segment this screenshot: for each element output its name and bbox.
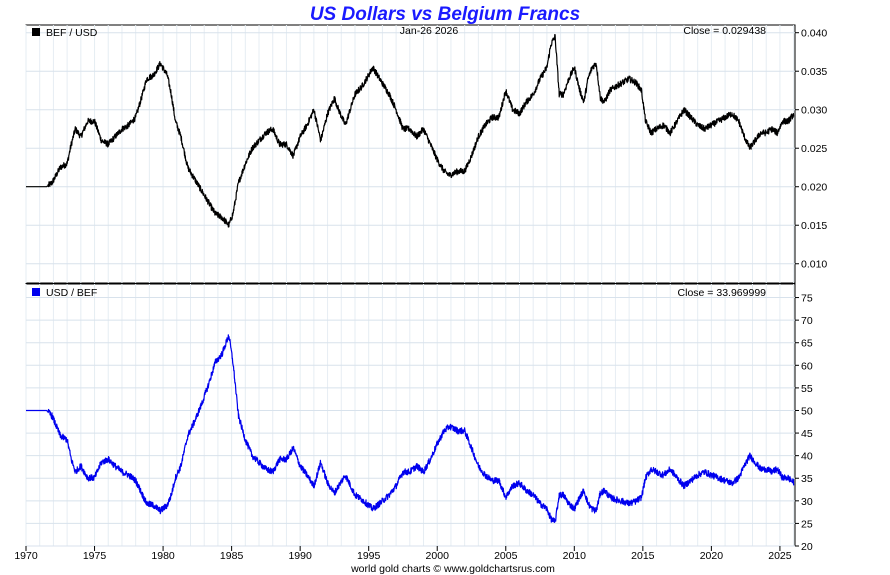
y-tick-label: 75 bbox=[801, 293, 813, 305]
y-tick-label: 40 bbox=[801, 451, 813, 463]
date-label: Jan-26 2026 bbox=[400, 25, 459, 37]
series-line-befusd bbox=[25, 34, 795, 228]
x-tick-label: 1995 bbox=[357, 550, 381, 562]
legend-swatch-usd-bef bbox=[32, 288, 40, 296]
x-tick-label: 1975 bbox=[83, 550, 107, 562]
panel-top-frame bbox=[25, 24, 796, 284]
panel-bottom-series bbox=[25, 334, 795, 523]
x-tick-label: 1990 bbox=[288, 550, 312, 562]
series-line-usdbef bbox=[25, 334, 795, 523]
x-tick-label: 1970 bbox=[14, 550, 38, 562]
x-tick-label: 1980 bbox=[151, 550, 175, 562]
y-tick-label: 70 bbox=[801, 315, 813, 327]
y-tick-label: 0.015 bbox=[801, 220, 827, 232]
panel-bottom-grid bbox=[25, 284, 795, 547]
x-tick-label: 2025 bbox=[768, 550, 792, 562]
panel-usd-bef: USD / BEF Close = 33.969999 20 25 30 35 40 45… bbox=[25, 283, 813, 553]
y-tick-label: 0.030 bbox=[801, 105, 827, 117]
y-tick-label: 0.020 bbox=[801, 182, 827, 194]
x-tick-label: 2000 bbox=[426, 550, 450, 562]
y-tick-label: 50 bbox=[801, 405, 813, 417]
x-axis: 1970 1975 1980 1985 1990 1995 2000 2005 2010 2015… bbox=[14, 546, 792, 562]
panel-top-series bbox=[25, 34, 795, 228]
x-tick-label: 2015 bbox=[631, 550, 655, 562]
y-tick-label: 0.035 bbox=[801, 66, 827, 78]
legend-swatch-bef-usd bbox=[32, 28, 40, 36]
y-tick-label: 20 bbox=[801, 541, 813, 553]
y-tick-label: 0.040 bbox=[801, 28, 827, 40]
y-tick-label: 45 bbox=[801, 428, 813, 440]
legend-label-bef-usd: BEF / USD bbox=[46, 27, 98, 39]
footer-credit: world gold charts © www.goldchartsrus.co… bbox=[350, 563, 555, 575]
x-tick-label: 2020 bbox=[700, 550, 724, 562]
panel-top-grid bbox=[25, 25, 795, 283]
x-tick-label: 2010 bbox=[563, 550, 587, 562]
y-tick-label: 25 bbox=[801, 518, 813, 530]
y-tick-label: 30 bbox=[801, 496, 813, 508]
y-tick-label: 0.025 bbox=[801, 143, 827, 155]
close-label-top: Close = 0.029438 bbox=[683, 25, 766, 37]
panel-top-y-axis: 0.010 0.015 0.020 0.025 0.030 0.035 0.040 bbox=[795, 28, 827, 271]
y-tick-label: 35 bbox=[801, 473, 813, 485]
panel-bottom-frame bbox=[25, 283, 796, 547]
legend-label-usd-bef: USD / BEF bbox=[46, 287, 97, 299]
panel-bef-usd: BEF / USD Jan-26 2026 Close = 0.029438 0… bbox=[25, 24, 827, 284]
y-tick-label: 60 bbox=[801, 360, 813, 372]
close-label-bottom: Close = 33.969999 bbox=[678, 287, 767, 299]
panel-bottom-y-axis: 20 25 30 35 40 45 50 55 60 65 70 75 bbox=[795, 293, 813, 553]
chart-title: US Dollars vs Belgium Francs bbox=[310, 4, 580, 25]
y-tick-label: 0.010 bbox=[801, 259, 827, 271]
y-tick-label: 65 bbox=[801, 338, 813, 350]
x-tick-label: 1985 bbox=[220, 550, 244, 562]
y-tick-label: 55 bbox=[801, 383, 813, 395]
x-tick-label: 2005 bbox=[494, 550, 518, 562]
